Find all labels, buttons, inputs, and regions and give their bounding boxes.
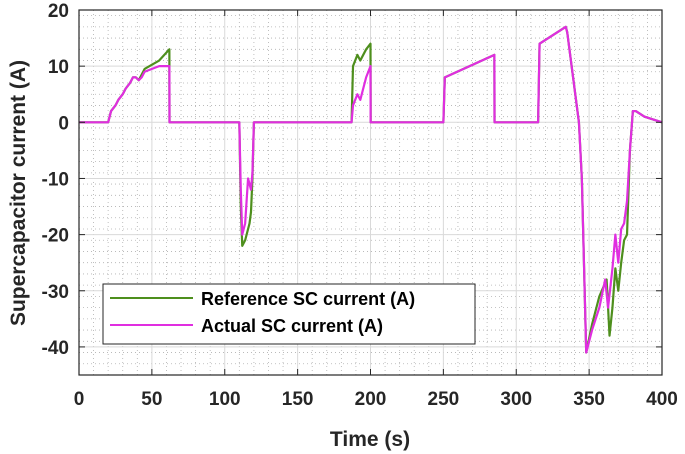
series-line-actual bbox=[79, 25, 663, 354]
legend-box bbox=[102, 283, 476, 345]
x-tick-label: 150 bbox=[282, 389, 314, 410]
x-tick-label: 50 bbox=[141, 389, 162, 410]
x-tick-label: 100 bbox=[209, 389, 241, 410]
x-tick-label: 300 bbox=[500, 389, 532, 410]
y-tick-label: 20 bbox=[48, 1, 69, 22]
y-tick-label: -30 bbox=[42, 282, 69, 303]
legend-label-reference: Reference SC current (A) bbox=[201, 289, 415, 309]
ticks bbox=[78, 9, 663, 375]
x-tick-label: 350 bbox=[573, 389, 605, 410]
tick-labels: 0 50 100 150 200 250 300 350 40020100-10-20-30-4… bbox=[42, 1, 678, 410]
x-tick-label: 0 bbox=[74, 389, 85, 410]
y-tick-label: 0 bbox=[58, 113, 69, 134]
series-layer bbox=[79, 25, 663, 354]
y-tick-label: 10 bbox=[48, 57, 69, 78]
y-tick-label: -40 bbox=[42, 338, 69, 359]
y-tick-label: -10 bbox=[42, 169, 69, 190]
x-axis-label: Time (s) bbox=[330, 428, 410, 451]
y-axis-label: Supercapacitor current (A) bbox=[7, 60, 30, 326]
x-tick-label: 200 bbox=[355, 389, 387, 410]
x-tick-label: 400 bbox=[646, 389, 678, 410]
x-tick-label: 250 bbox=[428, 389, 460, 410]
legend: Reference SC current (A) Actual SC curre… bbox=[102, 283, 476, 345]
y-tick-label: -20 bbox=[42, 226, 69, 247]
legend-label-actual: Actual SC current (A) bbox=[201, 316, 383, 336]
